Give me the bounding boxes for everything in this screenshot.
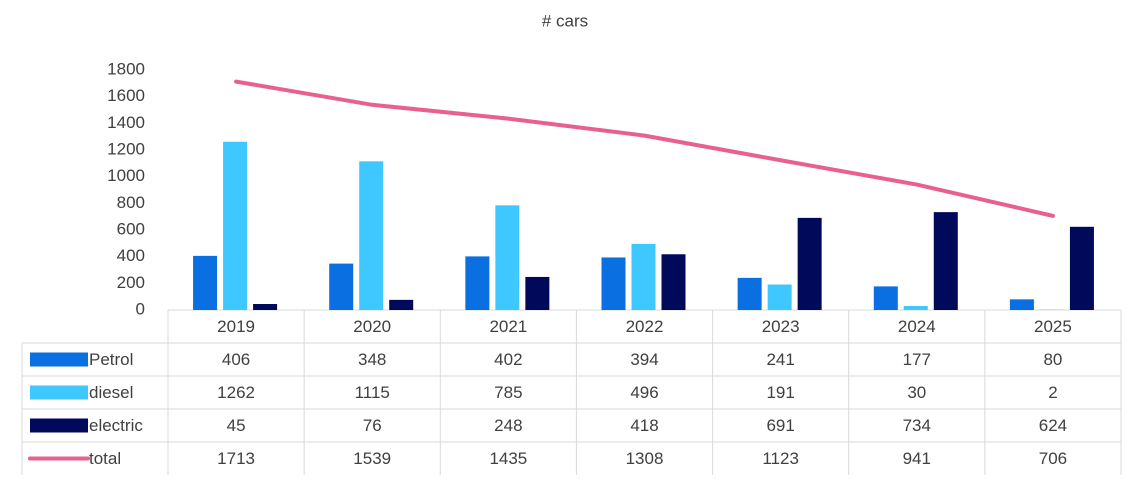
- table-value: 30: [907, 383, 926, 402]
- y-tick-label: 600: [117, 219, 145, 238]
- table-value: 1115: [355, 383, 390, 402]
- line: [234, 79, 1055, 218]
- table-value: 496: [630, 383, 658, 402]
- bar: [601, 257, 626, 310]
- legend-label: diesel: [89, 383, 133, 402]
- table-value: 785: [494, 383, 522, 402]
- bar: [1069, 226, 1094, 310]
- table-value: 80: [1043, 350, 1062, 369]
- bar: [525, 276, 550, 310]
- legend-label: total: [89, 449, 121, 468]
- x-tick-label: 2025: [1034, 317, 1072, 336]
- table-value: 45: [227, 416, 246, 435]
- table-value: 406: [222, 350, 250, 369]
- x-tick-label: 2019: [217, 317, 255, 336]
- x-tick-label: 2024: [898, 317, 936, 336]
- y-tick-label: 1800: [107, 59, 145, 78]
- y-tick-label: 800: [117, 193, 145, 212]
- table-value: 1539: [353, 449, 391, 468]
- bar: [329, 263, 354, 310]
- bar: [767, 284, 792, 310]
- bar: [737, 277, 762, 310]
- bar: [631, 243, 656, 310]
- table-value: 76: [363, 416, 382, 435]
- table-value: 1123: [762, 449, 799, 468]
- bar: [873, 286, 898, 310]
- x-tick-label: 2020: [353, 317, 391, 336]
- table-value: 2: [1048, 383, 1057, 402]
- x-tick-label: 2023: [762, 317, 800, 336]
- bar: [1009, 299, 1034, 310]
- legend-label: electric: [89, 416, 143, 435]
- bar: [933, 212, 958, 310]
- table-value: 177: [903, 350, 931, 369]
- table-value: 734: [903, 416, 931, 435]
- table-value: 1713: [217, 449, 255, 468]
- bar: [389, 299, 414, 310]
- legend-label: Petrol: [89, 350, 133, 369]
- table-value: 348: [358, 350, 386, 369]
- table-value: 1262: [217, 383, 255, 402]
- bar: [193, 255, 218, 310]
- y-tick-label: 0: [136, 299, 145, 318]
- legend-key: [30, 385, 88, 400]
- y-tick-label: 400: [117, 246, 145, 265]
- bar: [797, 217, 822, 310]
- bar: [661, 254, 686, 310]
- table-value: 402: [494, 350, 522, 369]
- table-value: 394: [630, 350, 658, 369]
- legend-key: [30, 352, 88, 367]
- table-value: 241: [766, 350, 794, 369]
- bar: [465, 256, 490, 310]
- y-tick-label: 1400: [107, 113, 145, 132]
- y-tick-label: 200: [117, 273, 145, 292]
- table-value: 191: [766, 383, 794, 402]
- x-tick-label: 2021: [489, 317, 527, 336]
- chart-title: # cars: [542, 11, 588, 30]
- legend-key: [30, 418, 88, 433]
- table-value: 1308: [626, 449, 664, 468]
- y-tick-label: 1200: [107, 139, 145, 158]
- x-tick-label: 2022: [626, 317, 664, 336]
- table-value: 624: [1039, 416, 1067, 435]
- table-value: 691: [766, 416, 794, 435]
- bar: [223, 141, 248, 310]
- bar: [253, 304, 278, 310]
- bar: [359, 161, 384, 310]
- table-value: 418: [630, 416, 658, 435]
- table-value: 941: [903, 449, 931, 468]
- table-value: 1435: [489, 449, 527, 468]
- y-tick-label: 1600: [107, 86, 145, 105]
- bar: [495, 205, 520, 310]
- table-value: 248: [494, 416, 522, 435]
- y-tick-label: 1000: [107, 166, 145, 185]
- table-value: 706: [1039, 449, 1067, 468]
- bar: [903, 306, 928, 310]
